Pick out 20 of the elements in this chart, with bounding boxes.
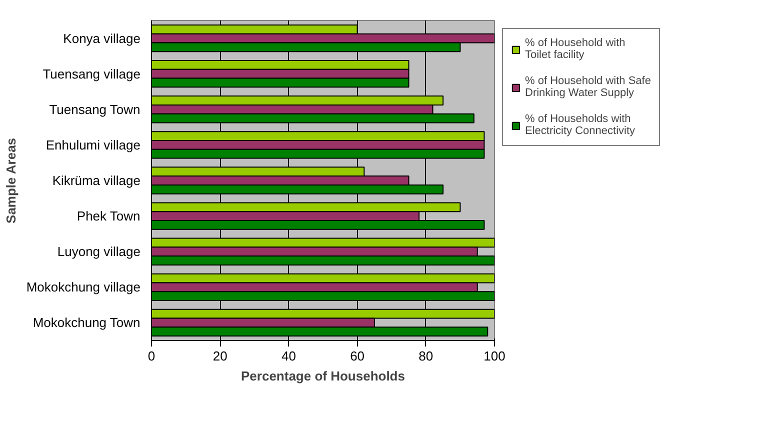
x-tick-label: 80 [418,348,434,364]
legend-label: % of Household with Toilet facility [525,37,626,61]
y-tick-label: Luyong village [57,244,141,260]
y-tick-label: Phek Town [76,208,140,224]
y-tick-label: Mokokchung village [26,280,141,295]
y-tick-label: Enhulumi village [46,137,141,152]
x-tick-label: 20 [212,348,228,364]
x-tick-label: 60 [350,348,365,364]
y-tick-label: Kikrüma village [52,173,141,188]
x-axis-title: Percentage of Households [241,368,405,384]
y-axis-title: Sample Areas [3,138,18,224]
y-tick-label: Konya village [63,30,140,46]
y-tick-label: Mokokchung Town [32,315,140,330]
y-tick-label: Tuensang village [42,66,141,82]
legend-label: % of Households with Electricity Connectivity [525,113,636,137]
legend-label: % of Household with Safe Drinking Water Supply [525,75,651,99]
x-tick-label: 40 [281,348,296,364]
x-tick-label: 0 [148,348,156,364]
y-tick-label: Tuensang Town [49,102,140,117]
x-tick-label: 100 [484,348,506,364]
